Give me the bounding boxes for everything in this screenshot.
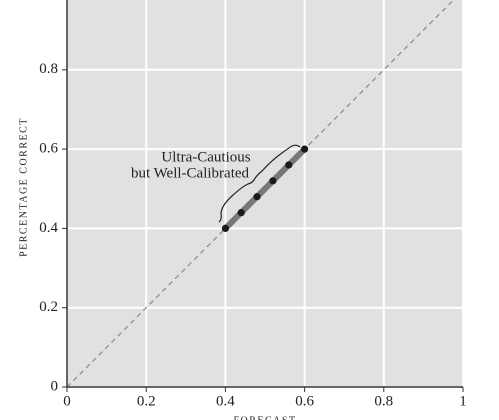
x-tick-label: 0.8 xyxy=(374,393,393,409)
y-tick-label: 0.4 xyxy=(39,220,58,236)
point xyxy=(253,193,261,201)
point xyxy=(285,161,293,169)
y-tick-label: 0 xyxy=(51,378,59,394)
point xyxy=(221,224,229,232)
x-tick-label: 0.6 xyxy=(295,393,314,409)
point xyxy=(269,177,277,185)
x-tick-label: 0.4 xyxy=(216,393,235,409)
calibration-line xyxy=(223,146,307,231)
y-tick-label: 0.8 xyxy=(39,61,58,77)
annotation-brace xyxy=(218,144,301,223)
y-axis-label: PERCENTAGE CORRECT xyxy=(18,117,29,257)
point xyxy=(301,145,309,153)
y-tick-label: 0.2 xyxy=(39,299,58,315)
plot-background xyxy=(67,0,463,387)
x-tick-label: 1 xyxy=(459,393,467,409)
annotation-text: but Well-Calibrated xyxy=(131,165,250,181)
x-tick-label: 0 xyxy=(63,393,71,409)
point xyxy=(237,208,245,217)
annotation-text: Ultra-Cautious xyxy=(161,149,250,165)
x-axis-label: FORECAST xyxy=(233,415,296,420)
x-tick-label: 0.2 xyxy=(137,393,156,409)
y-tick-label: 0.6 xyxy=(39,141,58,157)
